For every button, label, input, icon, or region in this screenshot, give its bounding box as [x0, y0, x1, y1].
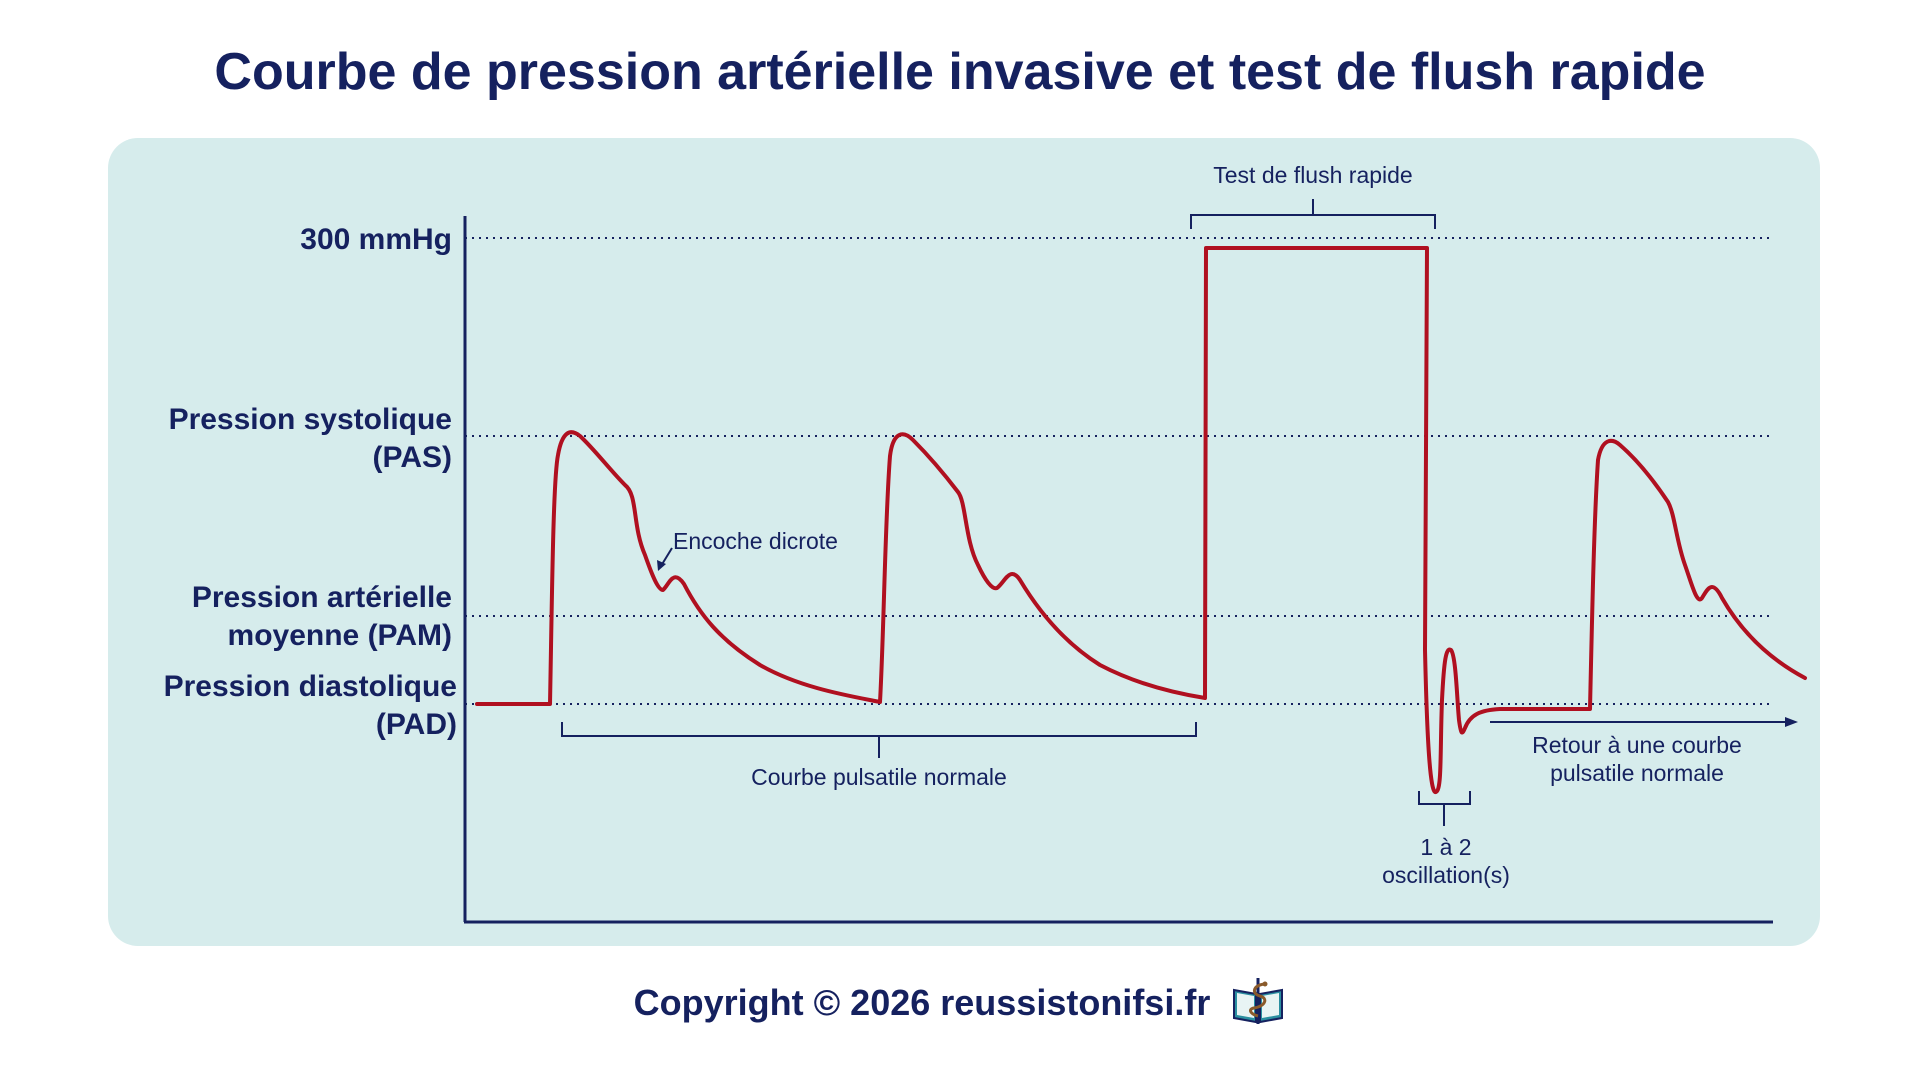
label-mean-1: Pression artérielle	[192, 581, 452, 614]
return-label-2: pulsatile normale	[1550, 760, 1724, 786]
label-mean-2: moyenne (PAM)	[228, 619, 452, 652]
oscillations-label-2: oscillation(s)	[1382, 862, 1510, 888]
oscillations-label-1: 1 à 2	[1420, 834, 1471, 860]
label-systolic-2: (PAS)	[373, 441, 452, 474]
copyright-text: Copyright © 2026 reussistonifsi.fr	[633, 982, 1211, 1024]
footer: Copyright © 2026 reussistonifsi.fr	[0, 976, 1920, 1035]
oscillation-bracket	[1418, 791, 1471, 826]
pressure-waveform	[475, 246, 1807, 795]
diagram-panel	[108, 138, 1820, 946]
page-title: Courbe de pression artérielle invasive e…	[214, 43, 1706, 101]
label-diastolic-1: Pression diastolique	[164, 670, 457, 703]
return-label-1: Retour à une courbe	[1532, 732, 1742, 758]
return-arrowhead	[1785, 717, 1798, 727]
flush-bracket	[1190, 199, 1436, 229]
flush-test-label: Test de flush rapide	[1213, 162, 1412, 188]
label-systolic-1: Pression systolique	[169, 403, 452, 436]
normal-curve-label: Courbe pulsatile normale	[751, 764, 1007, 790]
label-diastolic-2: (PAD)	[376, 708, 457, 741]
label-300: 300 mmHg	[300, 223, 452, 256]
dicrotic-notch-label: Encoche dicrote	[673, 528, 838, 554]
normal-curve-bracket	[561, 722, 1197, 758]
book-caduceus-icon	[1230, 976, 1286, 1035]
dicrotic-arrowhead	[657, 560, 666, 571]
